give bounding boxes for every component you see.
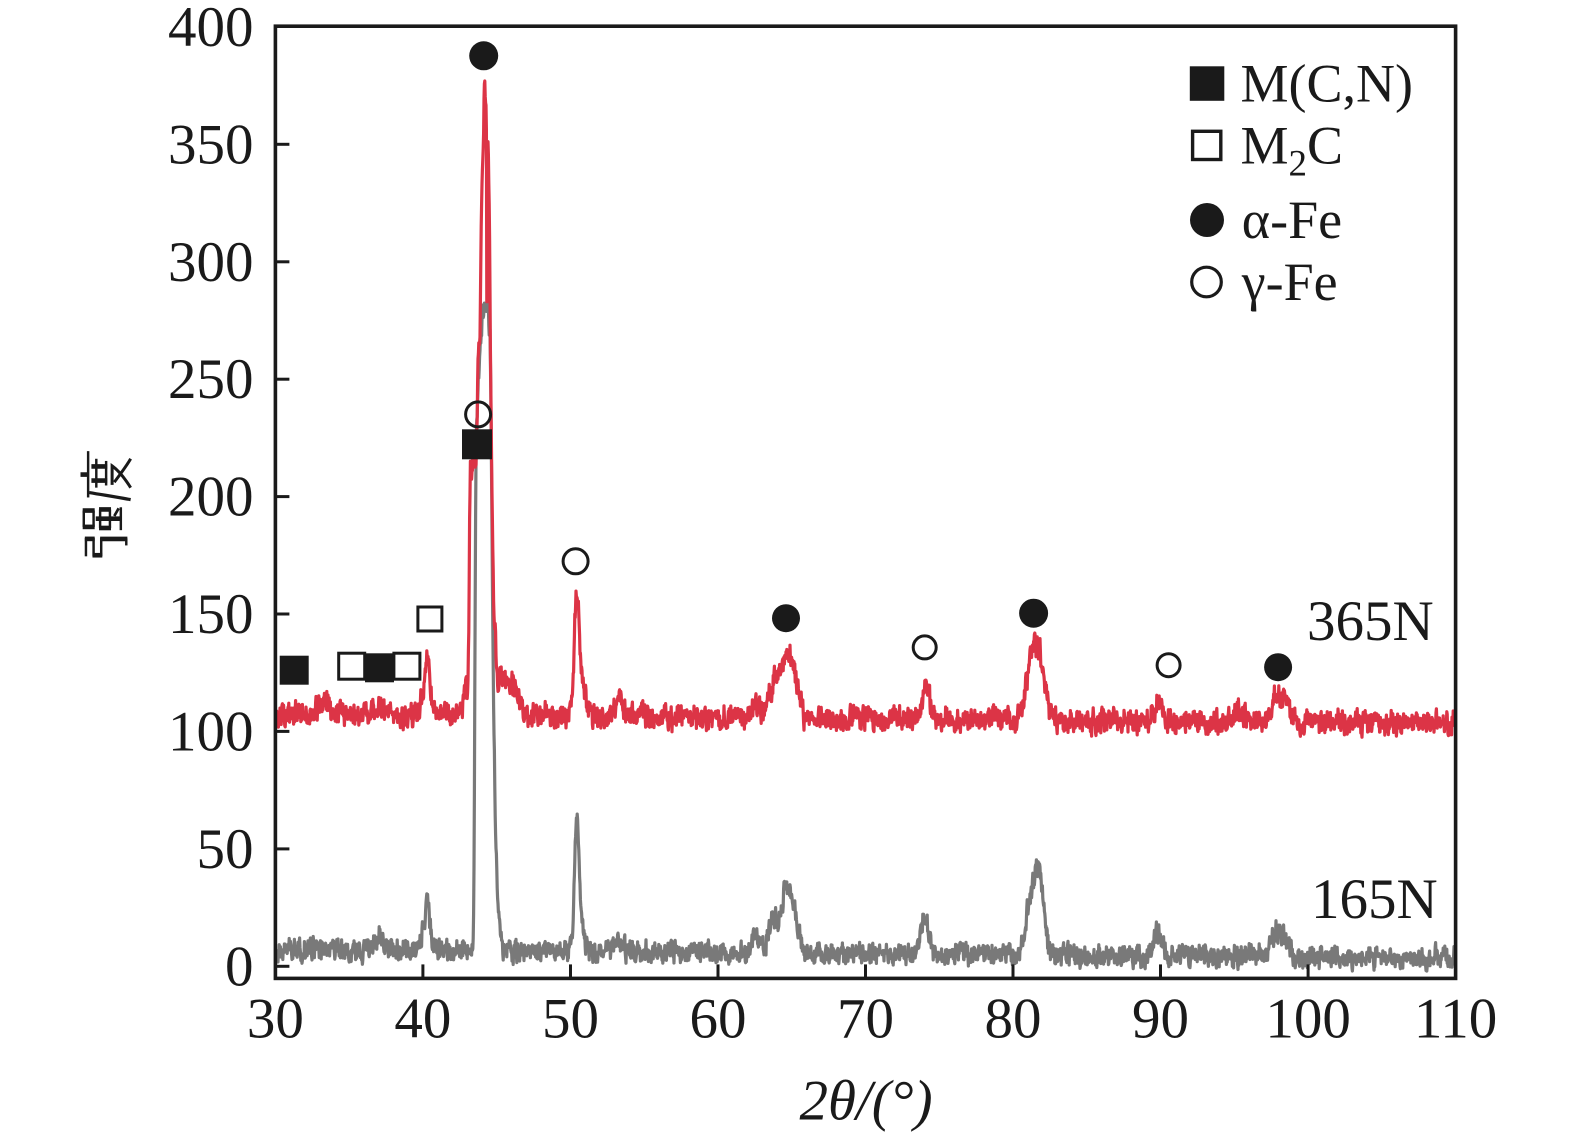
- svg-text:α-Fe: α-Fe: [1242, 190, 1342, 250]
- svg-text:80: 80: [985, 988, 1042, 1051]
- svg-text:250: 250: [168, 348, 254, 411]
- svg-text:365N: 365N: [1307, 590, 1434, 653]
- svg-text:90: 90: [1132, 988, 1189, 1051]
- svg-text:40: 40: [394, 988, 451, 1051]
- svg-text:110: 110: [1414, 988, 1497, 1051]
- svg-text:M(C,N): M(C,N): [1241, 54, 1414, 114]
- svg-text:γ-Fe: γ-Fe: [1241, 252, 1338, 312]
- svg-text:400: 400: [168, 0, 254, 59]
- svg-text:100: 100: [1265, 988, 1351, 1051]
- svg-text:2θ/(°): 2θ/(°): [799, 1069, 932, 1132]
- svg-text:30: 30: [247, 988, 304, 1051]
- svg-text:300: 300: [168, 231, 254, 294]
- svg-text:165N: 165N: [1311, 868, 1438, 931]
- svg-text:200: 200: [168, 466, 254, 529]
- svg-text:350: 350: [168, 113, 254, 176]
- svg-text:0: 0: [225, 935, 254, 998]
- svg-text:70: 70: [837, 988, 894, 1051]
- svg-text:50: 50: [197, 818, 254, 881]
- svg-text:100: 100: [168, 700, 254, 763]
- svg-text:60: 60: [690, 988, 747, 1051]
- svg-text:150: 150: [168, 583, 254, 646]
- svg-text:50: 50: [542, 988, 599, 1051]
